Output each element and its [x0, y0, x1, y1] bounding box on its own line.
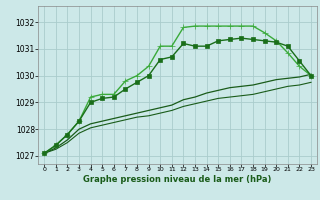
X-axis label: Graphe pression niveau de la mer (hPa): Graphe pression niveau de la mer (hPa)	[84, 175, 272, 184]
